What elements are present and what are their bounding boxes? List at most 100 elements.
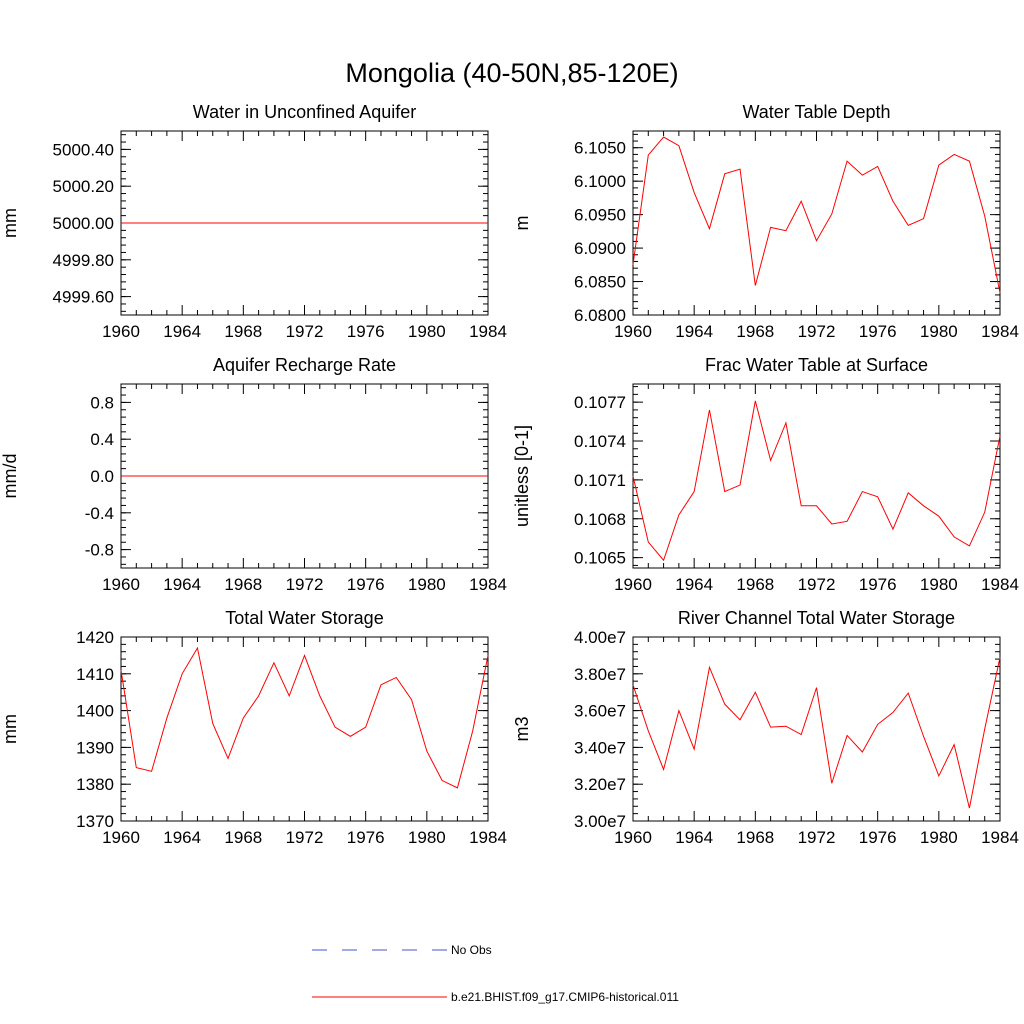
legend-label-1: No Obs [451, 943, 492, 957]
x-tick-label: 1976 [859, 575, 897, 594]
series-line [632, 136, 1001, 294]
y-tick-label: 6.1000 [574, 172, 626, 191]
y-tick-label: 0.0 [90, 467, 114, 486]
y-tick-label: 1380 [76, 775, 114, 794]
x-tick-label: 1960 [614, 322, 652, 341]
panel-title: Aquifer Recharge Rate [213, 355, 396, 375]
x-tick-label: 1972 [286, 828, 324, 847]
figure-title: Mongolia (40-50N,85-120E) [345, 58, 678, 88]
x-tick-label: 1968 [224, 322, 262, 341]
y-tick-label: 1410 [76, 665, 114, 684]
x-tick-label: 1968 [224, 828, 262, 847]
x-tick-label: 1984 [981, 322, 1019, 341]
y-tick-label: 3.80e7 [574, 665, 626, 684]
y-tick-label: 0.1065 [574, 549, 626, 568]
y-tick-label: 6.0950 [574, 206, 626, 225]
series-line [120, 646, 489, 789]
panel-title: Water Table Depth [742, 102, 890, 122]
y-axis-label: m3 [512, 716, 532, 741]
x-tick-label: 1976 [347, 828, 385, 847]
y-tick-label: -0.8 [85, 541, 114, 560]
x-tick-label: 1972 [798, 575, 836, 594]
x-tick-label: 1976 [859, 322, 897, 341]
y-tick-label: 1390 [76, 738, 114, 757]
y-tick-label: 1420 [76, 628, 114, 647]
y-tick-label: 0.8 [90, 393, 114, 412]
panel-6: River Channel Total Water Storage m3 1960 1… [512, 608, 1019, 847]
x-tick-label: 1984 [981, 575, 1019, 594]
y-tick-label: 3.00e7 [574, 812, 626, 831]
x-tick-label: 1964 [163, 575, 201, 594]
panel-title: River Channel Total Water Storage [678, 608, 955, 628]
plot-frame [120, 636, 489, 822]
x-tick-label: 1984 [469, 322, 507, 341]
x-tick-label: 1984 [469, 575, 507, 594]
y-tick-label: 6.0800 [574, 306, 626, 325]
x-tick-label: 1960 [102, 575, 140, 594]
y-tick-label: 5000.20 [53, 177, 114, 196]
y-tick-label: 6.1050 [574, 139, 626, 158]
y-tick-label: 3.20e7 [574, 775, 626, 794]
x-tick-label: 1980 [920, 322, 958, 341]
y-tick-label: 0.1068 [574, 510, 626, 529]
y-tick-label: 5000.40 [53, 140, 114, 159]
y-tick-label: 1370 [76, 812, 114, 831]
y-tick-label: 1400 [76, 702, 114, 721]
panel-5: Total Water Storage mm 1960 1964 1968 1972 197… [0, 608, 507, 847]
x-tick-label: 1980 [408, 828, 446, 847]
panel-title: Water in Unconfined Aquifer [193, 102, 416, 122]
x-tick-label: 1960 [102, 322, 140, 341]
x-tick-label: 1964 [163, 828, 201, 847]
panel-title: Total Water Storage [225, 608, 383, 628]
x-tick-label: 1964 [163, 322, 201, 341]
y-axis-label: mm [0, 714, 20, 744]
panels-group: Water in Unconfined Aquifer mm 1960 1964 196… [0, 102, 1019, 847]
x-tick-label: 1980 [408, 322, 446, 341]
y-tick-label: 0.1074 [574, 432, 626, 451]
series-line [632, 657, 1001, 809]
y-tick-label: 0.4 [90, 430, 114, 449]
x-tick-label: 1960 [102, 828, 140, 847]
y-tick-label: -0.4 [85, 504, 114, 523]
y-axis-label: mm/d [0, 454, 20, 499]
x-tick-label: 1972 [286, 322, 324, 341]
x-tick-label: 1968 [736, 575, 774, 594]
y-tick-label: 4999.80 [53, 251, 114, 270]
series-line [632, 400, 1001, 562]
y-axis-label: unitless [0-1] [512, 425, 532, 527]
x-tick-label: 1984 [469, 828, 507, 847]
y-axis-label: m [512, 216, 532, 231]
plot-frame [632, 383, 1001, 569]
panel-1: Water in Unconfined Aquifer mm 1960 1964 196… [0, 102, 507, 341]
x-tick-label: 1976 [347, 322, 385, 341]
x-tick-label: 1968 [224, 575, 262, 594]
x-tick-label: 1964 [675, 322, 713, 341]
y-tick-label: 3.40e7 [574, 738, 626, 757]
x-tick-label: 1960 [614, 828, 652, 847]
y-tick-label: 6.0900 [574, 239, 626, 258]
y-tick-label: 4.00e7 [574, 628, 626, 647]
y-axis-label: mm [0, 208, 20, 238]
panel-4: Frac Water Table at Surface unitless [0-1… [512, 355, 1019, 594]
x-tick-label: 1964 [675, 828, 713, 847]
y-tick-label: 6.0850 [574, 273, 626, 292]
y-tick-label: 5000.00 [53, 214, 114, 233]
x-tick-label: 1964 [675, 575, 713, 594]
x-tick-label: 1976 [859, 828, 897, 847]
x-tick-label: 1972 [798, 828, 836, 847]
x-tick-label: 1968 [736, 828, 774, 847]
x-tick-label: 1972 [286, 575, 324, 594]
x-tick-label: 1972 [798, 322, 836, 341]
y-tick-label: 4999.60 [53, 288, 114, 307]
plot-frame [632, 636, 1001, 822]
legend-label-2: b.e21.BHIST.f09_g17.CMIP6-historical.011 [451, 990, 679, 1004]
y-tick-label: 0.1071 [574, 471, 626, 490]
x-tick-label: 1980 [920, 828, 958, 847]
x-tick-label: 1980 [408, 575, 446, 594]
x-tick-label: 1968 [736, 322, 774, 341]
y-tick-label: 3.60e7 [574, 702, 626, 721]
x-tick-label: 1984 [981, 828, 1019, 847]
plot-frame [632, 130, 1001, 316]
panel-3: Aquifer Recharge Rate mm/d 1960 1964 1968 197… [0, 355, 507, 594]
